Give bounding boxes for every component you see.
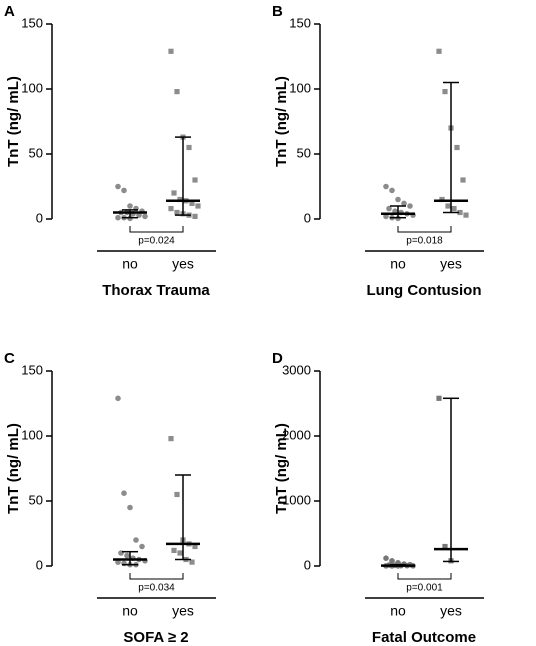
data-point xyxy=(168,206,174,212)
y-tick-label: 0 xyxy=(304,210,311,225)
data-point xyxy=(127,203,133,209)
data-point xyxy=(454,144,460,151)
y-tick-label: 100 xyxy=(21,80,43,95)
x-tick-label: no xyxy=(390,256,406,272)
y-tick-label: 3000 xyxy=(282,362,311,377)
data-point xyxy=(121,490,127,497)
data-point xyxy=(383,183,389,190)
data-point xyxy=(389,558,395,564)
y-tick-label: 50 xyxy=(29,492,43,507)
x-tick-label: yes xyxy=(172,603,194,619)
y-axis-label: TnT (ng/ mL) xyxy=(5,423,22,514)
data-point xyxy=(177,196,183,203)
data-point xyxy=(121,187,127,194)
data-point xyxy=(168,436,174,442)
data-point xyxy=(439,196,445,203)
significance-bracket xyxy=(129,226,184,233)
p-value: p=0.034 xyxy=(138,583,175,594)
data-point xyxy=(192,543,198,550)
data-point xyxy=(139,543,145,550)
data-point xyxy=(171,190,177,196)
data-point xyxy=(192,177,198,183)
p-value: p=0.018 xyxy=(406,236,443,247)
data-point xyxy=(174,89,180,95)
y-tick-label: 150 xyxy=(289,15,311,30)
y-tick-label: 100 xyxy=(289,80,311,95)
data-point xyxy=(383,555,389,561)
panel-letter: C xyxy=(4,350,15,367)
data-point xyxy=(451,206,457,212)
x-axis-label: Fatal Outcome xyxy=(372,629,476,646)
data-point xyxy=(177,550,183,556)
data-point xyxy=(401,200,407,207)
p-value: p=0.024 xyxy=(138,236,175,247)
y-tick-label: 2000 xyxy=(282,427,311,442)
y-tick-label: 50 xyxy=(297,145,311,160)
x-tick-label: no xyxy=(122,603,138,619)
data-point xyxy=(192,213,198,219)
p-value: p=0.001 xyxy=(406,583,443,594)
y-tick-label: 50 xyxy=(29,145,43,160)
y-tick-label: 100 xyxy=(21,427,43,442)
x-tick-label: yes xyxy=(440,256,462,272)
data-point xyxy=(442,543,448,550)
data-point xyxy=(115,214,121,221)
data-point xyxy=(395,196,401,203)
data-point xyxy=(189,559,195,565)
data-point xyxy=(442,89,448,95)
y-axis-label: TnT (ng/ mL) xyxy=(273,76,290,167)
data-point xyxy=(174,209,180,216)
y-tick-label: 0 xyxy=(36,210,43,225)
x-tick-label: yes xyxy=(172,256,194,272)
data-point xyxy=(460,177,466,183)
data-point xyxy=(436,48,442,54)
data-point xyxy=(115,395,121,402)
data-point xyxy=(189,200,195,206)
y-tick-label: 0 xyxy=(36,557,43,572)
y-axis-label: TnT (ng/ mL) xyxy=(5,76,22,167)
y-tick-label: 0 xyxy=(304,557,311,572)
panel-letter: B xyxy=(272,3,283,20)
x-tick-label: yes xyxy=(440,603,462,619)
significance-bracket xyxy=(397,573,452,580)
data-point xyxy=(457,209,463,216)
significance-bracket xyxy=(129,573,184,580)
data-point xyxy=(407,203,413,209)
data-point xyxy=(168,48,174,54)
data-point xyxy=(436,395,442,401)
x-axis-label: SOFA ≥ 2 xyxy=(123,629,188,646)
panel-letter: D xyxy=(272,350,283,367)
data-point xyxy=(386,205,392,212)
data-point xyxy=(124,552,130,559)
data-point xyxy=(195,203,201,209)
data-point xyxy=(115,183,121,190)
x-axis-label: Lung Contusion xyxy=(367,282,482,299)
y-tick-label: 1000 xyxy=(282,492,311,507)
data-point xyxy=(171,547,177,553)
y-axis-label: TnT (ng/ mL) xyxy=(273,423,290,514)
data-point xyxy=(186,144,192,151)
y-tick-label: 150 xyxy=(21,15,43,30)
data-point xyxy=(127,504,133,511)
y-tick-label: 150 xyxy=(21,362,43,377)
x-tick-label: no xyxy=(122,256,138,272)
data-point xyxy=(174,491,180,498)
x-tick-label: no xyxy=(390,603,406,619)
data-point xyxy=(389,187,395,194)
data-point xyxy=(445,203,451,209)
data-point xyxy=(133,537,139,543)
data-point xyxy=(142,213,148,220)
data-point xyxy=(463,212,469,218)
x-axis-label: Thorax Trauma xyxy=(102,282,210,299)
significance-bracket xyxy=(397,226,452,233)
panel-letter: A xyxy=(4,3,15,20)
